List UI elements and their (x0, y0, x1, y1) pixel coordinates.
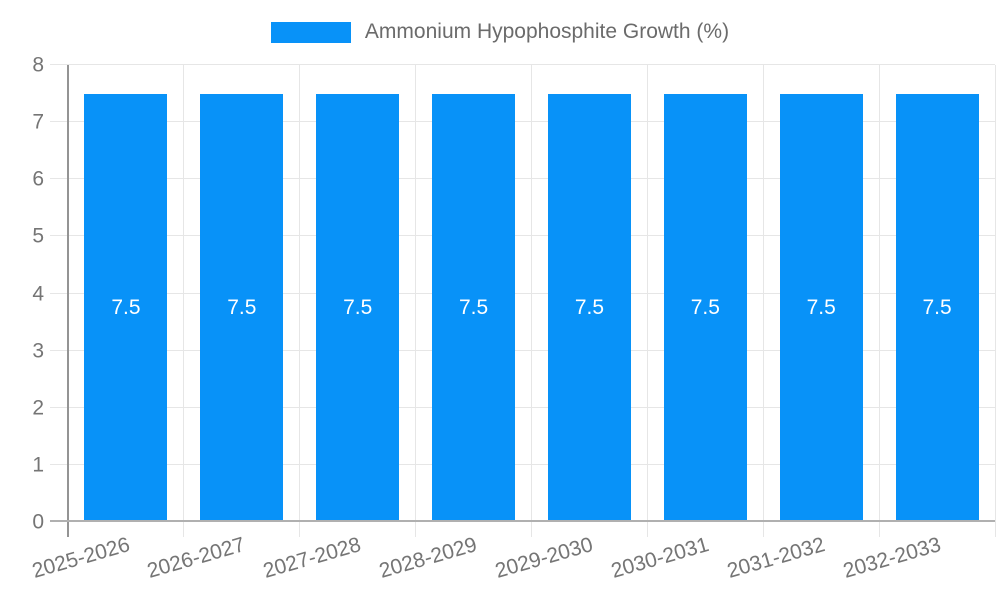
y-tick-label: 0 (32, 510, 44, 534)
legend[interactable]: Ammonium Hypophosphite Growth (%) (0, 20, 1000, 44)
horizontal-gridline (50, 64, 995, 65)
x-tick-label: 2032-2033 (840, 533, 944, 583)
y-tick-label: 1 (32, 453, 44, 477)
x-tick-label: 2028-2029 (376, 533, 480, 583)
bar-value-label: 7.5 (806, 295, 836, 319)
bar-value-label: 7.5 (922, 295, 952, 319)
bar[interactable]: 7.5 (547, 93, 631, 522)
vertical-gridline (878, 65, 880, 537)
y-tick-label: 8 (32, 53, 44, 77)
bar-value-label: 7.5 (227, 295, 257, 319)
horizontal-gridline (50, 292, 995, 294)
y-tick-label: 6 (32, 167, 44, 191)
bar-value-label: 7.5 (690, 295, 720, 319)
vertical-gridline (415, 65, 417, 537)
bar[interactable]: 7.5 (779, 93, 863, 522)
vertical-gridline (183, 65, 185, 537)
y-tick-label: 5 (32, 224, 44, 248)
plot-area: 0 1 2 3 4 5 6 7 8 7.5 2025-2026 7.5 2026-2027 7.5 2027… (29, 55, 996, 583)
x-tick-label: 2029-2030 (492, 533, 596, 583)
bar-value-label: 7.5 (343, 295, 373, 319)
bar[interactable]: 7.5 (663, 93, 747, 522)
horizontal-gridline (50, 178, 995, 180)
x-tick-label: 2031-2032 (724, 533, 828, 583)
bar[interactable]: 7.5 (432, 93, 516, 522)
x-axis-line (50, 520, 995, 522)
x-tick-label: 2025-2026 (29, 533, 133, 583)
horizontal-gridline (50, 463, 995, 465)
bar[interactable]: 7.5 (316, 93, 400, 522)
y-tick-label: 3 (32, 339, 44, 363)
bar-value-label: 7.5 (458, 295, 489, 319)
y-axis-line (67, 65, 69, 537)
horizontal-gridline (50, 121, 995, 123)
vertical-gridline (762, 65, 764, 537)
bar-value-label: 7.5 (574, 295, 605, 319)
legend-swatch (270, 21, 351, 43)
vertical-gridline (646, 65, 648, 537)
vertical-gridline (531, 65, 532, 537)
x-tick-label: 2026-2027 (144, 533, 248, 583)
bar-value-label: 7.5 (111, 295, 141, 319)
x-tick-label: 2027-2028 (260, 533, 364, 583)
y-tick-label: 4 (32, 282, 44, 305)
bar[interactable]: 7.5 (200, 93, 284, 522)
bar[interactable]: 7.5 (895, 93, 979, 522)
x-tick-label: 2030-2031 (608, 533, 712, 583)
bar[interactable]: 7.5 (84, 93, 168, 522)
y-tick-label: 2 (32, 396, 44, 420)
horizontal-gridline (50, 349, 995, 351)
vertical-gridline (299, 65, 301, 537)
vertical-gridline (994, 65, 996, 537)
legend-label: Ammonium Hypophosphite Growth (%) (364, 20, 730, 43)
horizontal-gridline (50, 235, 995, 237)
y-tick-label: 7 (32, 110, 44, 134)
horizontal-gridline (50, 406, 995, 408)
